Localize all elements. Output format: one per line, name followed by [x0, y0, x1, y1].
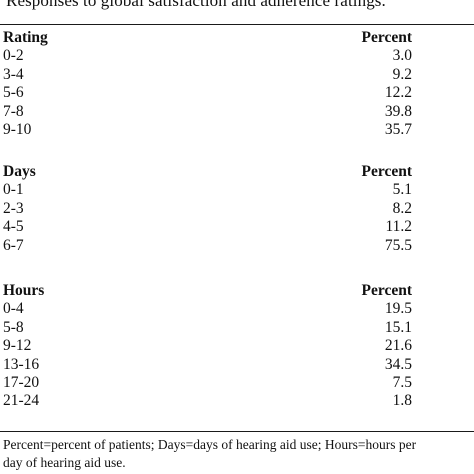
row-value: 1.8 [392, 392, 412, 410]
row-value: 9.2 [392, 65, 412, 83]
table-row: 5-8 15.1 [0, 319, 474, 337]
row-value: 11.2 [385, 218, 412, 236]
table-footnote: Percent=percent of patients; Days=days o… [3, 436, 474, 472]
table-row: 7-8 39.8 [0, 103, 474, 121]
row-value: 34.5 [384, 355, 412, 373]
percent-header: Percent [361, 29, 413, 46]
table-row: 3-4 9.2 [0, 66, 474, 84]
table-row: 2-3 8.2 [0, 200, 474, 218]
section-header-row: Rating Percent [0, 29, 474, 47]
row-label: 13-16 [3, 355, 40, 373]
row-value: 5.1 [392, 181, 412, 199]
row-label: 0-4 [3, 300, 24, 318]
row-label: 0-2 [3, 47, 24, 65]
row-label: 0-1 [3, 181, 24, 199]
top-rule [0, 24, 474, 25]
row-label: 5-8 [3, 318, 24, 336]
row-label: 3-4 [3, 65, 24, 83]
table-caption: Responses to global satisfaction and adh… [6, 0, 386, 10]
rating-header: Rating [3, 29, 48, 46]
row-label: 5-6 [3, 84, 24, 102]
row-value: 3.0 [392, 47, 412, 65]
row-value: 7.5 [392, 373, 412, 391]
row-label: 6-7 [3, 236, 24, 254]
row-value: 15.1 [384, 318, 412, 336]
days-section: Days Percent 0-1 5.1 2-3 8.2 4-5 11.2 6-… [0, 163, 474, 255]
table-row: 4-5 11.2 [0, 218, 474, 236]
table-row: 21-24 1.8 [0, 392, 474, 410]
percent-header: Percent [361, 282, 413, 299]
table-row: 6-7 75.5 [0, 237, 474, 255]
row-label: 7-8 [3, 102, 24, 120]
table-row: 17-20 7.5 [0, 374, 474, 392]
days-header: Days [3, 163, 36, 180]
row-label: 4-5 [3, 218, 24, 236]
percent-header: Percent [361, 163, 413, 180]
section-header-row: Days Percent [0, 163, 474, 181]
row-value: 21.6 [384, 337, 412, 355]
row-value: 35.7 [384, 120, 412, 138]
section-header-row: Hours Percent [0, 282, 474, 300]
row-value: 39.8 [384, 102, 412, 120]
table-row: 0-2 3.0 [0, 47, 474, 65]
footnote-line-1: Percent=percent of patients; Days=days o… [3, 437, 417, 452]
hours-section: Hours Percent 0-4 19.5 5-8 15.1 9-12 21.… [0, 282, 474, 411]
row-value: 19.5 [384, 300, 412, 318]
table-row: 0-4 19.5 [0, 300, 474, 318]
table-row: 13-16 34.5 [0, 356, 474, 374]
row-value: 75.5 [384, 236, 412, 254]
footnote-line-2: day of hearing aid use. [3, 455, 126, 470]
table-row: 5-6 12.2 [0, 84, 474, 102]
row-label: 9-10 [3, 120, 32, 138]
table-row: 9-12 21.6 [0, 337, 474, 355]
hours-header: Hours [3, 282, 45, 299]
row-label: 9-12 [3, 337, 32, 355]
row-label: 2-3 [3, 199, 24, 217]
row-value: 8.2 [392, 199, 412, 217]
row-label: 17-20 [3, 373, 40, 391]
rating-section: Rating Percent 0-2 3.0 3-4 9.2 5-6 12.2 … [0, 29, 474, 139]
row-value: 12.2 [384, 84, 412, 102]
row-label: 21-24 [3, 392, 40, 410]
table-row: 9-10 35.7 [0, 121, 474, 139]
bottom-rule [0, 431, 474, 432]
table-row: 0-1 5.1 [0, 181, 474, 199]
